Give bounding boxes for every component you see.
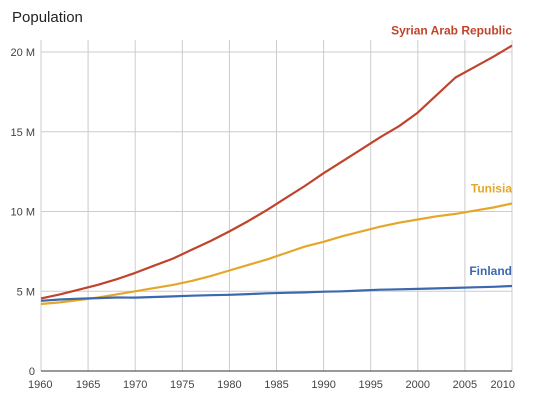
- gridlines: [40, 40, 513, 372]
- x-tick-label: 1995: [358, 379, 382, 391]
- x-tick-label: 1980: [217, 379, 241, 391]
- series-label-1: Tunisia: [471, 182, 512, 196]
- x-tick-label: 2005: [453, 379, 477, 391]
- chart-title: Population: [12, 9, 83, 26]
- x-tick-label: 1965: [76, 379, 100, 391]
- y-tick-label: 0: [29, 366, 35, 378]
- x-tick-label: 1975: [170, 379, 194, 391]
- x-tick-label: 2000: [406, 379, 430, 391]
- series-line-1: [40, 202, 513, 306]
- axes: 1960 1965 1970 1975 1980 1985 1990 1995 2000 2005…: [11, 47, 515, 391]
- series-line-0: [40, 44, 513, 300]
- series-line-2: [40, 284, 513, 302]
- x-tick-label: 1960: [28, 379, 52, 391]
- series-labels: Syrian Arab Republic Tunisia Finland: [391, 24, 512, 278]
- y-tick-label: 20 M: [11, 47, 35, 59]
- y-tick-label: 15 M: [11, 127, 35, 139]
- series-label-0: Syrian Arab Republic: [391, 24, 512, 38]
- series-label-2: Finland: [469, 264, 512, 278]
- x-tick-label: 1990: [311, 379, 335, 391]
- y-tick-label: 10 M: [11, 207, 35, 219]
- y-tick-label: 5 M: [17, 286, 35, 298]
- series-lines: [40, 44, 513, 306]
- x-tick-label: 1970: [123, 379, 147, 391]
- x-tick-label: 1985: [264, 379, 288, 391]
- x-tick-label: 2010: [491, 379, 515, 391]
